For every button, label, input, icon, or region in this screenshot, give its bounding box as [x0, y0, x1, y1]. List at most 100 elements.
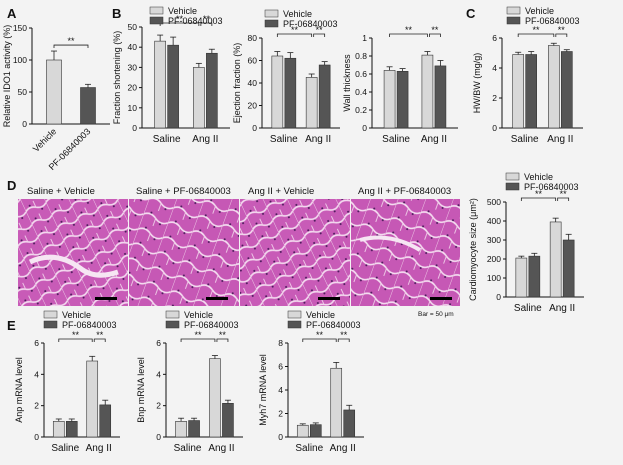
- legend-swatch-pf: [149, 16, 164, 25]
- y-tick-label: 2: [156, 401, 161, 411]
- significance-label: **: [176, 14, 184, 24]
- x-tick-label: Saline: [174, 443, 202, 454]
- significance-bracket: [313, 33, 326, 37]
- bar-vehicle: [515, 257, 528, 298]
- legend-swatch-pf: [264, 19, 279, 28]
- legend-swatch-vehicle: [505, 172, 520, 181]
- bar-pf: [80, 87, 96, 125]
- bar-pf: [188, 420, 200, 438]
- bar-pf: [222, 403, 234, 438]
- x-tick-label: Saline: [153, 134, 181, 145]
- histology-title-3: Ang II + Vehicle: [248, 186, 314, 197]
- chart-b2: 0 20 40 60 80 Ejection fraction (%) Saline Ang …: [232, 9, 340, 145]
- legend-label-pf: PF-06840003: [524, 182, 579, 192]
- y-axis-label: Relative IDO1 activity (%): [2, 25, 12, 128]
- significance-bracket: [520, 197, 557, 201]
- bar-vehicle: [512, 54, 524, 129]
- y-tick-label: 4: [492, 63, 497, 73]
- x-tick-label: Saline: [514, 303, 542, 314]
- y-tick-label: 80: [248, 33, 258, 43]
- bar-pf: [525, 54, 537, 129]
- chart-e2: 0 2 4 6 Bnp mRNA level Saline Ang II ** ** Vehicl…: [136, 310, 243, 454]
- bar-vehicle: [175, 421, 187, 438]
- y-tick-label: 400: [487, 216, 501, 226]
- scale-bar: [430, 297, 452, 300]
- y-tick-label: 1: [362, 33, 367, 43]
- panel-letter-a: A: [7, 6, 17, 21]
- y-tick-label: 0.6: [355, 69, 367, 79]
- bar-pf: [206, 52, 218, 129]
- bar-vehicle: [548, 45, 560, 129]
- y-axis-label: Fraction shortening (%): [112, 31, 122, 125]
- bar-pf: [284, 57, 297, 129]
- bar-vehicle: [209, 358, 221, 438]
- x-tick-label: Ang II: [86, 443, 112, 454]
- legend-label-vehicle: Vehicle: [524, 172, 553, 182]
- x-tick-label: Ang II: [208, 443, 234, 454]
- y-tick-label: 4: [156, 369, 161, 379]
- significance-bracket: [216, 338, 229, 342]
- y-tick-label: 0.2: [355, 105, 367, 115]
- significance-bracket: [557, 197, 570, 201]
- legend-swatch-pf: [287, 320, 302, 329]
- y-tick-label: 20: [248, 101, 258, 111]
- panel-letter-d: D: [7, 178, 16, 193]
- y-tick-label: 0: [252, 123, 257, 133]
- y-tick-label: 300: [487, 235, 501, 245]
- y-axis-label: Wall thickness: [342, 54, 352, 112]
- tissue-gap: [28, 254, 119, 278]
- y-tick-label: 2: [34, 401, 39, 411]
- significance-bracket: [53, 44, 89, 49]
- significance-label: **: [291, 25, 299, 35]
- significance-label: **: [405, 25, 413, 35]
- x-tick-label: Saline: [270, 134, 298, 145]
- chart-c: 0 2 4 6 HW/BW (mg/g) Saline Ang II ** ** VehicleP…: [472, 6, 583, 145]
- x-tick-label: Ang II: [421, 134, 447, 145]
- bar-vehicle: [46, 59, 62, 125]
- y-tick-label: 50: [128, 22, 138, 32]
- y-tick-label: 0: [492, 123, 497, 133]
- x-tick-label: Saline: [51, 443, 79, 454]
- legend-swatch-pf: [506, 16, 521, 25]
- y-tick-label: 4: [278, 385, 283, 395]
- x-tick-label: Ang II: [547, 134, 573, 145]
- bar-pf: [528, 255, 541, 298]
- y-tick-label: 2: [278, 409, 283, 419]
- scale-bar: [95, 297, 117, 300]
- y-tick-label: 6: [156, 338, 161, 348]
- scale-bar: [318, 297, 340, 300]
- legend-swatch-pf: [165, 320, 180, 329]
- chart-d: 0 100 200 300 400 500 Cardiomyocyte size (μm²)…: [468, 172, 584, 314]
- chart-b3: 0 0.2 0.4 0.6 0.8 1 Wall thickness Saline Ang II…: [342, 25, 458, 145]
- y-tick-label: 10: [128, 103, 138, 113]
- legend-label-vehicle: Vehicle: [62, 310, 91, 320]
- bar-pf: [65, 421, 78, 438]
- bar-vehicle: [193, 67, 205, 129]
- bar-vehicle: [421, 54, 434, 129]
- legend-label-pf: PF-06840003: [306, 320, 361, 330]
- y-tick-label: 0: [22, 119, 27, 129]
- panel-letter-e: E: [7, 318, 16, 333]
- significance-label: **: [558, 25, 566, 35]
- y-tick-label: 0.8: [355, 51, 367, 61]
- bar-vehicle: [549, 221, 562, 298]
- bar-vehicle: [86, 360, 99, 438]
- chart-e1: 0 2 4 6 Anp mRNA level Saline Ang II ** ** Vehicl…: [14, 310, 120, 454]
- y-tick-label: 150: [13, 23, 27, 33]
- legend-label-pf: PF-06840003: [283, 19, 338, 29]
- x-tick-label: Saline: [295, 443, 323, 454]
- significance-bracket: [302, 338, 337, 342]
- significance-label: **: [219, 330, 227, 340]
- bar-pf: [167, 44, 179, 129]
- y-tick-label: 6: [492, 33, 497, 43]
- bar-vehicle: [330, 367, 343, 438]
- chart-e3: 0 2 4 6 8 Myh7 mRNA level Saline Ang II ** ** Vehi…: [258, 310, 364, 454]
- y-tick-label: 60: [248, 56, 258, 66]
- significance-label: **: [67, 36, 75, 46]
- significance-label: **: [340, 330, 348, 340]
- histology-title-2: Saline + PF-06840003: [136, 186, 231, 197]
- significance-bracket: [180, 338, 216, 342]
- legend-label-pf: PF-06840003: [62, 320, 117, 330]
- x-tick-label: Saline: [382, 134, 410, 145]
- y-tick-label: 0: [156, 432, 161, 442]
